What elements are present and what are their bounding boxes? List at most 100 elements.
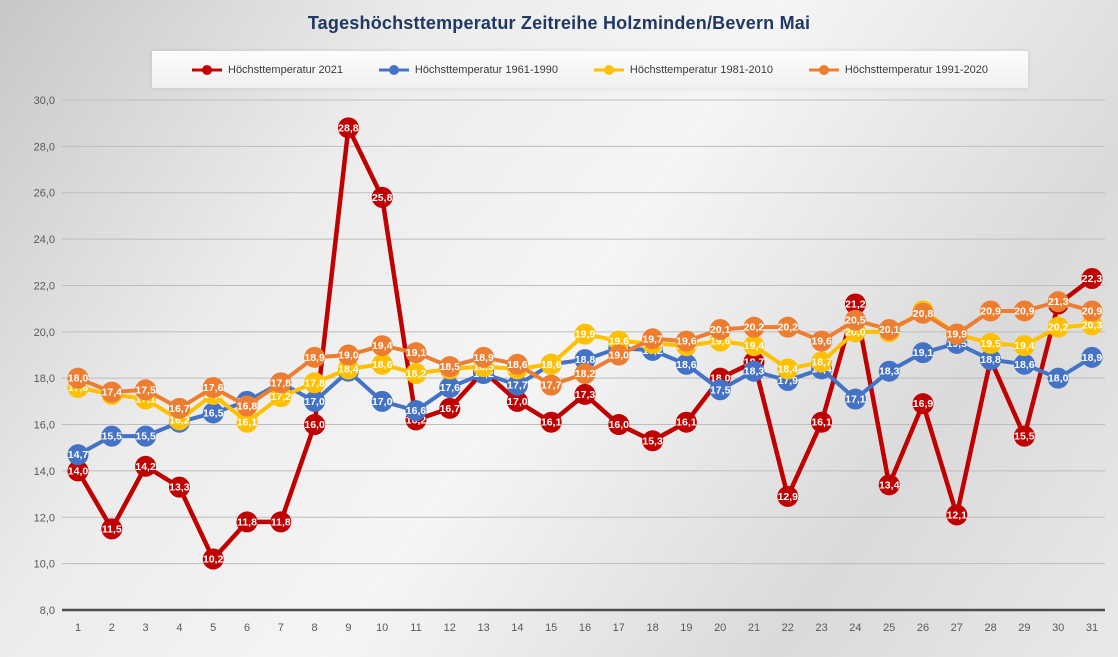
marker-s3-day30 [1047, 316, 1069, 338]
marker-s4-day19 [675, 330, 697, 352]
marker-s2-day14 [506, 374, 528, 396]
legend-item-4[interactable]: Höchsttemperatur 1991-2020 [808, 64, 988, 76]
data-label-s3-day28: 19,5 [980, 338, 1001, 350]
marker-s4-day7 [270, 372, 292, 394]
marker-s3-day6 [236, 411, 258, 433]
x-axis-tick-label: 29 [1018, 622, 1030, 634]
data-label-s1-day7: 11,8 [271, 516, 291, 528]
marker-s3-day16 [574, 323, 596, 345]
marker-s4-day22 [777, 316, 799, 338]
marker-s4-day4 [168, 397, 190, 419]
data-label-s2-day24: 17,1 [845, 394, 866, 406]
legend-item-3[interactable]: Höchsttemperatur 1981-2010 [593, 64, 773, 76]
marker-s1-day23 [811, 411, 833, 433]
x-axis-tick-label: 6 [244, 622, 250, 634]
data-label-s1-day31: 22,3 [1082, 273, 1103, 285]
marker-s2-day11 [405, 400, 427, 422]
marker-s4-day9 [337, 344, 359, 366]
marker-s4-day11 [405, 342, 427, 364]
marker-s2-day21 [743, 360, 765, 382]
data-label-s4-day10: 19,4 [372, 340, 393, 352]
data-label-s2-day19: 18,6 [676, 359, 697, 371]
data-label-s1-day18: 15,3 [642, 435, 663, 447]
marker-s4-day28 [980, 300, 1002, 322]
legend-item-2[interactable]: Höchsttemperatur 1961-1990 [378, 64, 558, 76]
marker-s3-day28 [980, 332, 1002, 354]
x-axis-tick-label: 8 [312, 622, 318, 634]
data-label-s4-day20: 20,1 [710, 324, 731, 336]
x-axis-tick-label: 30 [1052, 622, 1064, 634]
marker-s4-day27 [946, 323, 968, 345]
data-label-s4-day28: 20,9 [980, 305, 1001, 317]
legend-line-marker-icon [378, 64, 409, 75]
marker-s4-day10 [371, 335, 393, 357]
marker-s4-day6 [236, 395, 258, 417]
legend-label: Höchsttemperatur 2021 [228, 63, 343, 76]
marker-s4-day26 [912, 302, 934, 324]
data-label-s2-day3: 15,5 [135, 431, 156, 443]
marker-s2-day28 [980, 349, 1002, 371]
marker-s1-day29 [1013, 425, 1035, 447]
data-label-s3-day23: 18,7 [811, 356, 832, 368]
data-label-s3-day31: 20,3 [1082, 319, 1103, 331]
data-label-s2-day28: 18,8 [980, 354, 1001, 366]
x-axis-tick-label: 22 [782, 622, 794, 634]
x-axis-tick-label: 27 [951, 622, 963, 634]
x-axis-tick-label: 21 [748, 622, 760, 634]
data-label-s3-day16: 19,9 [575, 329, 596, 341]
data-label-s4-day21: 20,2 [744, 322, 765, 334]
x-axis-tick-label: 25 [883, 622, 895, 634]
marker-s4-day17 [608, 344, 630, 366]
data-label-s2-day30: 18,0 [1048, 373, 1069, 385]
data-label-s2-day21: 18,3 [744, 366, 765, 378]
data-label-s3-day22: 18,4 [778, 363, 799, 375]
marker-s1-day22 [777, 485, 799, 507]
data-label-s4-day6: 16,8 [237, 401, 258, 413]
data-label-s1-day10: 25,8 [372, 192, 393, 204]
marker-s4-day18 [642, 328, 664, 350]
data-label-s4-day25: 20,1 [879, 324, 900, 336]
marker-s4-day31 [1081, 300, 1103, 322]
data-label-s4-day29: 20,9 [1014, 305, 1035, 317]
x-axis-tick-label: 26 [917, 622, 929, 634]
data-label-s2-day1: 14,7 [68, 449, 89, 461]
marker-s1-day9 [337, 117, 359, 139]
data-label-s1-day16: 17,3 [575, 389, 596, 401]
data-label-s4-day9: 19,0 [338, 350, 359, 362]
data-label-s3-day30: 20,2 [1048, 322, 1069, 334]
y-axis-tick-label: 24,0 [34, 234, 55, 246]
data-label-s2-day26: 19,1 [913, 347, 934, 359]
data-label-s4-day22: 20,2 [778, 322, 799, 334]
marker-s3-day29 [1013, 335, 1035, 357]
data-label-s1-day19: 16,1 [676, 417, 697, 429]
marker-s4-day29 [1013, 300, 1035, 322]
marker-s4-day30 [1047, 291, 1069, 313]
data-label-s4-day27: 19,9 [947, 329, 968, 341]
data-label-s3-day17: 19,6 [609, 336, 630, 348]
marker-s4-day24 [844, 309, 866, 331]
data-label-s3-day15: 18,6 [541, 359, 562, 371]
data-label-s4-day16: 18,2 [575, 368, 596, 380]
data-label-s2-day31: 18,9 [1082, 352, 1103, 364]
data-label-s4-day30: 21,3 [1048, 296, 1069, 308]
data-label-s2-day12: 17,6 [440, 382, 461, 394]
marker-s1-day26 [912, 393, 934, 415]
data-label-s4-day8: 18,9 [304, 352, 325, 364]
marker-s3-day22 [777, 358, 799, 380]
data-label-s1-day8: 16,0 [304, 419, 325, 431]
data-label-s2-day14: 17,7 [507, 380, 528, 392]
legend-item-1[interactable]: Höchsttemperatur 2021 [192, 64, 343, 76]
data-label-s1-day4: 13,3 [169, 482, 190, 494]
marker-s2-day24 [844, 388, 866, 410]
marker-s2-day29 [1013, 353, 1035, 375]
data-label-s2-day16: 18,8 [575, 354, 596, 366]
data-label-s4-day31: 20,9 [1082, 305, 1103, 317]
y-axis-tick-label: 20,0 [34, 327, 55, 339]
data-label-s4-day23: 19,6 [811, 336, 832, 348]
marker-s1-day14 [506, 390, 528, 412]
marker-s2-day1 [67, 444, 89, 466]
data-label-s2-day11: 16,6 [406, 405, 427, 417]
marker-s1-day7 [270, 511, 292, 533]
marker-s2-day5 [202, 402, 224, 424]
